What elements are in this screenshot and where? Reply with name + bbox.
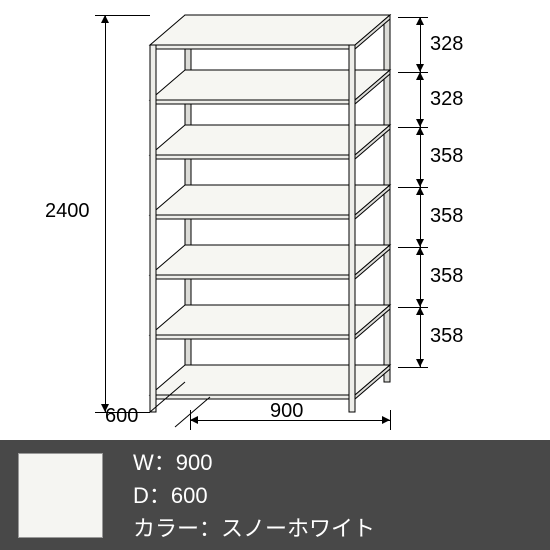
info-width: W：900: [133, 446, 375, 479]
arrow-icon: [416, 307, 424, 315]
dim-ext: [190, 410, 191, 430]
arrow-icon: [416, 247, 424, 255]
arrow-icon: [190, 416, 198, 424]
dim-gap-label: 328: [430, 88, 463, 111]
info-depth: D：600: [133, 479, 375, 512]
dim-ext: [398, 367, 428, 368]
arrow-icon: [416, 299, 424, 307]
arrow-icon: [382, 416, 390, 424]
dim-ext: [95, 15, 150, 16]
dim-ext: [390, 410, 391, 430]
dim-line-gap: [420, 307, 421, 367]
arrow-icon: [416, 239, 424, 247]
arrow-icon: [416, 17, 424, 25]
shelf-diagram: 2400 600 900 328 328 358 358 358 358: [0, 0, 550, 440]
info-color: カラー：スノーホワイト: [133, 512, 375, 545]
info-panel: W：900 D：600 カラー：スノーホワイト: [0, 440, 550, 550]
dim-gap-label: 358: [430, 325, 463, 348]
arrow-icon: [416, 179, 424, 187]
dim-gap-label: 358: [430, 205, 463, 228]
arrow-icon: [416, 64, 424, 72]
arrow-icon: [416, 127, 424, 135]
dim-line-gap: [420, 187, 421, 247]
dim-line-gap: [420, 127, 421, 187]
dim-line-height: [105, 15, 106, 412]
info-text: W：900 D：600 カラー：スノーホワイト: [133, 446, 375, 545]
color-swatch: [18, 453, 103, 538]
arrow-icon: [101, 15, 109, 23]
arrow-icon: [416, 187, 424, 195]
dim-line-gap: [420, 247, 421, 307]
dim-gap-label: 358: [430, 145, 463, 168]
arrow-icon: [416, 119, 424, 127]
dim-gap-label: 328: [430, 33, 463, 56]
dim-height-label: 2400: [45, 200, 90, 223]
dim-gap-label: 358: [430, 265, 463, 288]
dim-depth-label: 600: [105, 405, 138, 428]
arrow-icon: [416, 72, 424, 80]
arrow-icon: [416, 359, 424, 367]
dim-width-label: 900: [270, 400, 303, 423]
